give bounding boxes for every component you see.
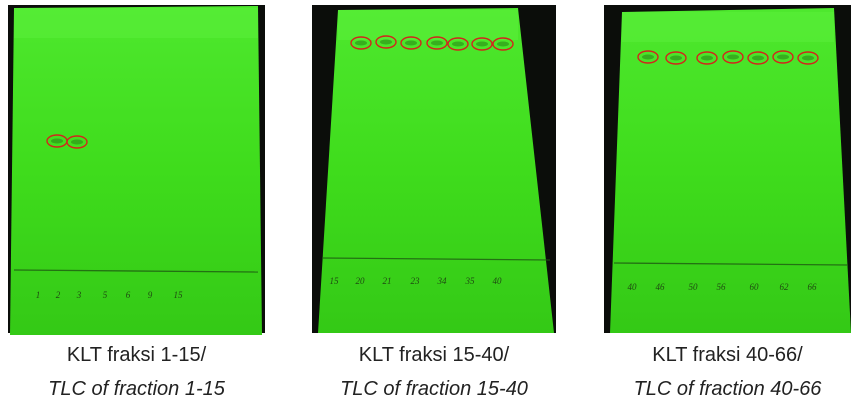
- spot-marker: [722, 50, 744, 64]
- spot-marker: [492, 37, 514, 51]
- lane-label: 35: [465, 276, 476, 286]
- plate-top-band: [14, 8, 258, 38]
- caption-translation: TLC of fraction 1-15: [48, 378, 226, 400]
- lane-label: 50: [689, 282, 699, 292]
- spot-marker: [772, 50, 794, 64]
- spot-marker: [471, 37, 493, 51]
- tlc-plate: [318, 8, 554, 333]
- lane-label: 20: [356, 276, 366, 286]
- lane-label: 66: [808, 282, 818, 292]
- spot: [752, 55, 764, 61]
- spot-marker: [400, 36, 422, 50]
- lane-label: 23: [411, 276, 421, 286]
- spot: [701, 55, 713, 61]
- spot: [51, 138, 63, 144]
- spot-marker: [66, 135, 88, 149]
- lane-label: 2: [56, 290, 61, 300]
- spot-marker: [696, 51, 718, 65]
- plate-top-band: [338, 10, 518, 40]
- lane-label: 5: [103, 290, 108, 300]
- lane-label: 21: [383, 276, 392, 286]
- spot-marker: [797, 51, 819, 65]
- lane-label: 62: [780, 282, 790, 292]
- tlc-plate: [610, 8, 851, 333]
- caption-translation: TLC of fraction 15-40: [340, 378, 528, 400]
- baseline: [321, 257, 551, 261]
- lane-label: 3: [76, 290, 82, 300]
- spot-marker: [426, 36, 448, 50]
- spot-marker: [375, 35, 397, 49]
- spot: [405, 40, 417, 46]
- spot-marker: [447, 37, 469, 51]
- lane-label: 56: [717, 282, 727, 292]
- tlc-panel: 1 2 3 5 6 9 15 KLT fraksi 1-15/TLC of fraction …: [8, 5, 265, 400]
- lane-label: 46: [656, 282, 666, 292]
- caption-label: KLT fraksi 40-66/: [652, 344, 803, 366]
- spot: [642, 54, 654, 60]
- spot: [355, 40, 367, 46]
- lane-label: 9: [148, 290, 153, 300]
- lane-label: 34: [437, 276, 448, 286]
- spot-marker: [665, 51, 687, 65]
- caption-translation: TLC of fraction 40-66: [634, 378, 823, 400]
- tlc-panel: 40 46 50 56 60 62 66 KLT fraksi 40-66/TLC of fr…: [604, 5, 851, 400]
- plate-top-band: [622, 12, 834, 42]
- spot: [452, 41, 464, 47]
- spot: [71, 139, 83, 145]
- baseline: [613, 262, 848, 266]
- lane-label: 40: [493, 276, 503, 286]
- lane-label: 15: [174, 290, 184, 300]
- spot-marker: [350, 36, 372, 50]
- tlc-plate: [10, 6, 262, 335]
- lane-label: 60: [750, 282, 760, 292]
- spot-marker: [637, 50, 659, 64]
- caption-label: KLT fraksi 1-15/: [67, 344, 207, 366]
- spot-marker: [747, 51, 769, 65]
- spot: [476, 41, 488, 47]
- spot: [380, 39, 392, 45]
- baseline: [13, 269, 259, 273]
- spot: [727, 54, 739, 60]
- spot: [777, 54, 789, 60]
- lane-label: 40: [628, 282, 638, 292]
- lane-label: 6: [126, 290, 131, 300]
- spot: [802, 55, 814, 61]
- spot: [670, 55, 682, 61]
- caption-label: KLT fraksi 15-40/: [359, 344, 510, 366]
- spot: [497, 41, 509, 47]
- lane-label: 1: [36, 290, 41, 300]
- spot: [431, 40, 443, 46]
- lane-label: 15: [330, 276, 340, 286]
- tlc-panel: 15 20 21 23 34 35 40 KLT fraksi 15-40/TLC of fr…: [312, 5, 556, 400]
